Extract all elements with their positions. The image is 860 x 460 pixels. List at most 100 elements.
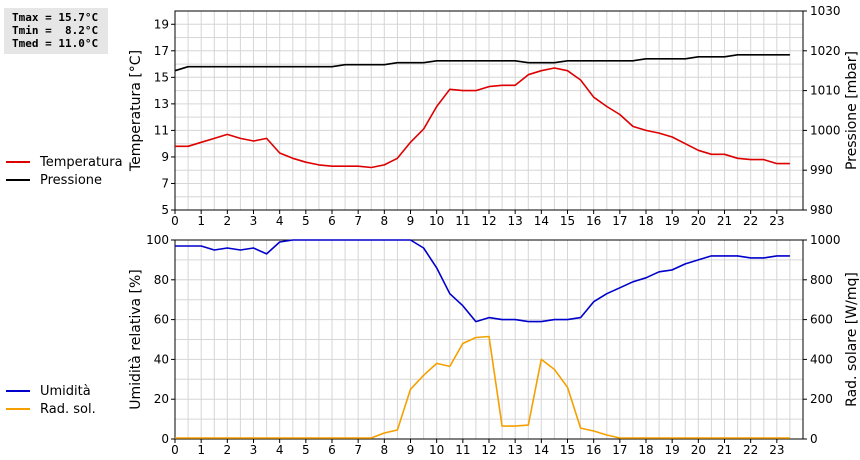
panel1-x-tick-label: 14 (534, 443, 549, 457)
panel0-x-tick-label: 18 (638, 214, 653, 228)
panel1-x-tick-label: 7 (354, 443, 362, 457)
panel0-y-tick-label: 19 (154, 17, 169, 31)
panel0-y-tick-label: 7 (161, 176, 169, 190)
legend-swatch-temperatura (6, 161, 30, 163)
panel0-x-tick-label: 4 (276, 214, 284, 228)
stats-tmax: Tmax = 15.7°C (12, 11, 99, 24)
panel1-x-tick-label: 10 (429, 443, 444, 457)
panel1-x-tick-label: 6 (328, 443, 336, 457)
panel0-x-tick-label: 17 (612, 214, 627, 228)
panel0-x-tick-label: 1 (197, 214, 205, 228)
panel1-x-tick-label: 19 (665, 443, 680, 457)
panel0-x-tick-label: 0 (171, 214, 179, 228)
panel1-series-rad-sol-line (175, 335, 790, 439)
panel0-x-tick-label: 22 (743, 214, 758, 228)
panel1-y-tick-label: 80 (154, 273, 169, 287)
stats-tmin: Tmin = 8.2°C (12, 24, 99, 37)
legend-swatch-radsol (6, 408, 30, 410)
stats-box: Tmax = 15.7°C Tmin = 8.2°C Tmed = 11.0°C (4, 8, 108, 54)
panel0-y2-axis-title: Pressione [mbar] (844, 51, 860, 170)
panel1-x-tick-label: 9 (407, 443, 415, 457)
panel1-x-tick-label: 15 (560, 443, 575, 457)
panel1-x-tick-label: 0 (171, 443, 179, 457)
panel1-y-tick-label: 40 (154, 352, 169, 366)
panel0-series-temperatura-line (175, 67, 790, 169)
panel1-y2-tick-label: 0 (810, 432, 818, 446)
panel1-y2-tick-label: 400 (810, 352, 833, 366)
panel1-x-tick-label: 3 (250, 443, 258, 457)
panel1-y-tick-label: 60 (154, 313, 169, 327)
panel0-x-tick-label: 11 (455, 214, 470, 228)
panel0-x-tick-label: 16 (586, 214, 601, 228)
panel1-x-tick-label: 22 (743, 443, 758, 457)
legend-item-pressione: Pressione (6, 171, 123, 189)
panel0-x-tick-label: 23 (769, 214, 784, 228)
panel0-y2-tick-label: 1030 (810, 4, 841, 18)
panel1-x-tick-label: 5 (302, 443, 310, 457)
panel1-x-tick-label: 20 (691, 443, 706, 457)
panel0-x-tick-label: 13 (508, 214, 523, 228)
panel0-y2-tick-label: 1010 (810, 84, 841, 98)
panel1-series-umidit-line (175, 239, 790, 323)
panel0-x-tick-label: 8 (381, 214, 389, 228)
panel1-y2-tick-label: 600 (810, 313, 833, 327)
panel0-x-tick-label: 15 (560, 214, 575, 228)
legend-item-umidita: Umidità (6, 382, 96, 400)
legend-item-temperatura: Temperatura (6, 153, 123, 171)
panel1-x-tick-label: 2 (224, 443, 232, 457)
panel0-x-tick-label: 21 (717, 214, 732, 228)
bottom-legend: Umidità Rad. sol. (6, 382, 96, 418)
panel0-y-tick-label: 13 (154, 97, 169, 111)
legend-item-radsol: Rad. sol. (6, 400, 96, 418)
legend-label-umidita: Umidità (40, 383, 91, 399)
panel0-x-tick-label: 2 (224, 214, 232, 228)
panel1-y-tick-label: 100 (146, 233, 169, 247)
legend-label-temperatura: Temperatura (40, 154, 123, 170)
panel0-x-tick-label: 5 (302, 214, 310, 228)
panel0-y2-tick-label: 980 (810, 203, 833, 217)
panel1-x-tick-label: 21 (717, 443, 732, 457)
panel0-x-tick-label: 6 (328, 214, 336, 228)
panel1-x-tick-label: 13 (508, 443, 523, 457)
panel0-x-tick-label: 19 (665, 214, 680, 228)
panel1-y2-tick-label: 800 (810, 273, 833, 287)
panel1-y-tick-label: 20 (154, 392, 169, 406)
legend-swatch-umidita (6, 390, 30, 392)
panel0-x-tick-label: 14 (534, 214, 549, 228)
panel0-x-tick-label: 7 (354, 214, 362, 228)
panel1-y2-axis-title: Rad. solare [W/mq] (844, 272, 860, 407)
panel0-y-tick-label: 17 (154, 44, 169, 58)
panel1-x-tick-label: 12 (481, 443, 496, 457)
panel0-y2-tick-label: 990 (810, 163, 833, 177)
panel1-x-tick-label: 16 (586, 443, 601, 457)
panel0-y-tick-label: 11 (154, 123, 169, 137)
panel0-y-tick-label: 15 (154, 70, 169, 84)
panel1-y2-tick-label: 200 (810, 392, 833, 406)
panel1-y2-tick-label: 1000 (810, 233, 841, 247)
stats-tmed: Tmed = 11.0°C (12, 37, 99, 50)
top-legend: Temperatura Pressione (6, 153, 123, 189)
panel0-y2-tick-label: 1000 (810, 123, 841, 137)
panel1-x-tick-label: 4 (276, 443, 284, 457)
panel1-x-tick-label: 18 (638, 443, 653, 457)
panel0-x-tick-label: 12 (481, 214, 496, 228)
panel1-y-axis-title: Umidità relativa [%] (128, 269, 144, 410)
panel0-x-tick-label: 10 (429, 214, 444, 228)
panel0-y-tick-label: 9 (161, 150, 169, 164)
panel0-y-tick-label: 5 (161, 203, 169, 217)
panel1-x-tick-label: 1 (197, 443, 205, 457)
panel1-y-tick-label: 0 (161, 432, 169, 446)
panel0-x-tick-label: 3 (250, 214, 258, 228)
legend-label-pressione: Pressione (40, 172, 103, 188)
panel1-x-tick-label: 23 (769, 443, 784, 457)
panel0-y2-tick-label: 1020 (810, 44, 841, 58)
panel1-x-tick-label: 11 (455, 443, 470, 457)
panel1-x-tick-label: 8 (381, 443, 389, 457)
panel0-x-tick-label: 9 (407, 214, 415, 228)
panel0-x-tick-label: 20 (691, 214, 706, 228)
panel0-y-axis-title: Temperatura [°C] (128, 50, 144, 172)
panel0-series-pressione-line (174, 53, 790, 72)
panel1-x-tick-label: 17 (612, 443, 627, 457)
legend-swatch-pressione (6, 179, 30, 181)
